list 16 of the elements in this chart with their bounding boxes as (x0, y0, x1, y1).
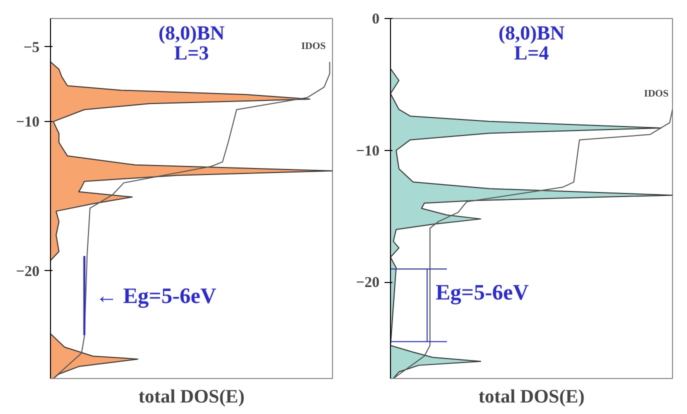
chart-title: (8,0)BN (498, 22, 566, 44)
annotation: ← Eg=5-6eV (96, 283, 216, 308)
text: L=4 (514, 42, 549, 64)
y-tick-label: 0 (372, 12, 380, 28)
series-label: IDOS (301, 40, 326, 52)
x-axis-title: total DOS(E) (138, 386, 245, 408)
series-label: IDOS (644, 88, 669, 100)
y-tick-label: −10 (16, 114, 40, 131)
y-tick-label: −20 (16, 264, 40, 280)
y-tick-label: −5 (23, 40, 40, 56)
chart-title: (8,0)BN (158, 22, 226, 44)
annotation: Eg=5-6eV (436, 280, 529, 305)
text: L=3 (174, 42, 209, 64)
y-tick-label: −10 (356, 143, 380, 160)
y-tick-label: −20 (356, 275, 380, 292)
x-axis-title: total DOS(E) (478, 386, 585, 408)
